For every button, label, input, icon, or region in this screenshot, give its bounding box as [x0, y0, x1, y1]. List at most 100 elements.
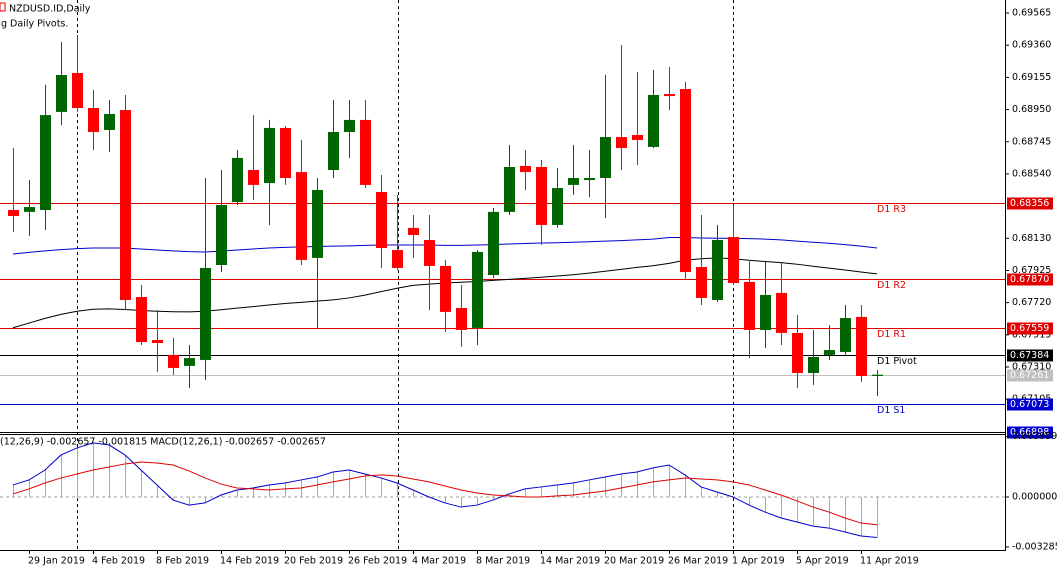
candle-body	[24, 207, 35, 212]
y-tick-label: 0.67925	[1012, 265, 1051, 276]
x-tick-label: 8 Mar 2019	[476, 556, 530, 567]
x-tick-label: 11 Apr 2019	[860, 556, 919, 567]
price-box	[1007, 349, 1053, 362]
candle-body	[200, 267, 211, 360]
candle-body	[72, 72, 83, 108]
candle-body	[456, 307, 467, 330]
candle-body	[504, 167, 515, 212]
candle-body	[728, 237, 739, 284]
chart-title: NZDUSD.ID,Daily	[9, 4, 91, 15]
candle-body	[808, 356, 819, 373]
x-tick-label: 8 Feb 2019	[156, 556, 209, 567]
candle-body	[664, 94, 675, 97]
y-tick-label: 0.68745	[1012, 136, 1051, 147]
candle-body	[264, 127, 275, 184]
candle-body	[856, 316, 867, 376]
candle-body	[696, 267, 707, 298]
macd-line	[12, 442, 878, 539]
indicator-name: g Daily Pivots.	[1, 19, 68, 30]
candle-body	[8, 210, 19, 216]
price-box-label: 0.67261	[1010, 370, 1049, 381]
pivot-label: D1 R3	[877, 204, 906, 215]
candle-body	[104, 113, 115, 130]
y-tick-label: 0.68540	[1012, 168, 1051, 179]
x-tick-label: 14 Feb 2019	[220, 556, 279, 567]
pivot-label: D1 Pivot	[877, 356, 917, 367]
y-tick-label: 0.67310	[1012, 362, 1051, 373]
candle-body	[152, 340, 163, 343]
candle-body	[360, 119, 371, 185]
symbol-icon	[0, 2, 6, 12]
x-tick-label: 14 Mar 2019	[540, 556, 600, 567]
candle-body	[680, 89, 691, 273]
candle-body	[792, 332, 803, 373]
price-box-label: 0.67384	[1010, 350, 1049, 361]
candle-body	[88, 108, 99, 133]
candle-body	[392, 250, 403, 268]
candle-body	[56, 75, 67, 112]
candle-body	[472, 251, 483, 328]
candle-body	[600, 137, 611, 179]
candle-body	[328, 132, 339, 171]
candle-body	[552, 188, 563, 225]
price-box	[1007, 197, 1053, 210]
candle-body	[280, 127, 291, 179]
plot-layer: 0.69565 0.69360 0.69155 0.68950 0.68745 0.685…	[0, 8, 1057, 567]
signal-line	[12, 461, 878, 526]
candle-body	[584, 178, 595, 181]
candle-body	[616, 137, 627, 149]
y-tick-label: 0.69565	[1012, 8, 1051, 19]
candle-body	[520, 165, 531, 173]
candle-body	[232, 157, 243, 203]
price-box	[1007, 322, 1053, 335]
price-box-label: 0.67073	[1010, 399, 1049, 410]
x-tick-label: 20 Feb 2019	[284, 556, 343, 567]
candle-body	[568, 178, 579, 185]
x-tick-label: 26 Feb 2019	[348, 556, 407, 567]
x-tick-label: 5 Apr 2019	[796, 556, 849, 567]
y-tick-label: 0.67515	[1012, 329, 1051, 340]
candle-body	[536, 167, 547, 225]
candle-body	[376, 191, 387, 249]
frame	[0, 0, 1006, 551]
y-tick-label: 0.003959	[1012, 431, 1057, 442]
candle-body	[840, 318, 851, 352]
candle-body	[648, 94, 659, 147]
x-tick-label: 26 Mar 2019	[668, 556, 728, 567]
price-box-label: 0.67870	[1010, 274, 1049, 285]
candle-body	[216, 205, 227, 265]
candle-body	[312, 189, 323, 258]
candle-body	[712, 240, 723, 300]
price-box-label: 0.68356	[1010, 198, 1049, 209]
pivot-label: D1 S1	[877, 405, 905, 416]
x-tick-label: 4 Feb 2019	[92, 556, 145, 567]
y-tick-label: 0.69155	[1012, 72, 1051, 83]
candle-body	[248, 170, 259, 185]
y-tick-label: 0.68950	[1012, 104, 1051, 115]
candle-body	[408, 227, 419, 235]
candle-body	[168, 354, 179, 368]
candle-body	[776, 292, 787, 333]
price-box	[1007, 426, 1053, 439]
candle-body	[184, 358, 195, 366]
y-tick-label: 0.68130	[1012, 233, 1051, 244]
candle-body	[296, 172, 307, 260]
candle-body	[872, 374, 883, 376]
candle-body	[40, 115, 51, 211]
x-tick-label: 1 Apr 2019	[732, 556, 785, 567]
candle-body	[824, 350, 835, 355]
candle-body	[120, 110, 131, 300]
x-tick-label: 4 Mar 2019	[412, 556, 466, 567]
candle-body	[744, 281, 755, 330]
macd-title: (12,26,9) -0.002657 -0.001815 MACD(12,26…	[0, 437, 326, 448]
candle-body	[344, 119, 355, 133]
candle-body	[136, 297, 147, 343]
y-tick-label: 0.000000	[1012, 491, 1057, 502]
y-tick-label: -0.003285	[1012, 542, 1057, 553]
candle-body	[488, 211, 499, 276]
candle-body	[760, 294, 771, 330]
price-box-label: 0.66898	[1010, 427, 1049, 438]
